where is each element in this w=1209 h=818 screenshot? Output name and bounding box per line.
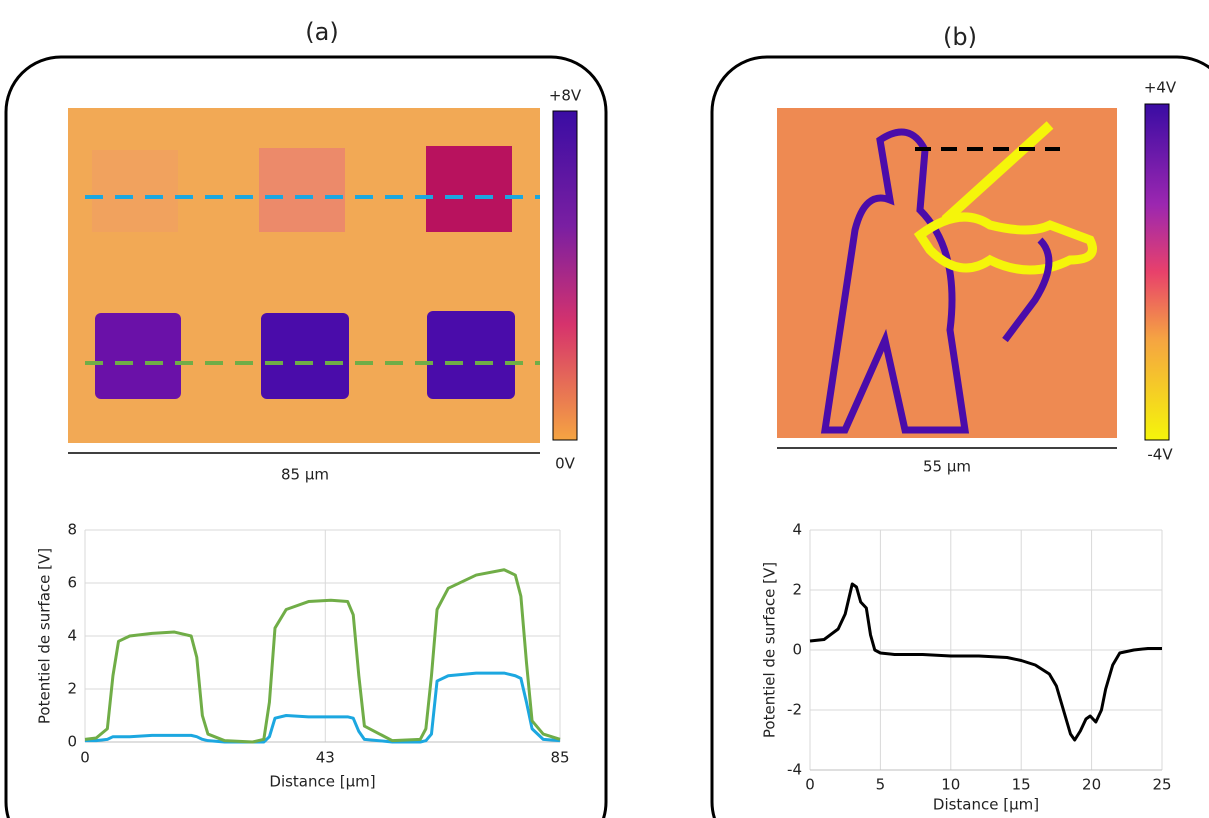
panel-label: (a) bbox=[305, 18, 338, 46]
x-tick-label: 0 bbox=[805, 776, 815, 794]
colorbar-min-label: 0V bbox=[555, 455, 576, 473]
scale-bar-label: 85 µm bbox=[281, 466, 329, 484]
panel-b-frame bbox=[710, 55, 1209, 818]
y-tick-label: -4 bbox=[787, 761, 802, 779]
x-tick-label: 25 bbox=[1152, 776, 1171, 794]
panel-a-frame bbox=[4, 55, 608, 818]
y-axis-label: Potentiel de surface [V] bbox=[761, 562, 779, 738]
x-axis-label: Distance [µm] bbox=[269, 773, 375, 791]
x-tick-label: 43 bbox=[316, 749, 335, 767]
x-tick-label: 85 bbox=[550, 749, 569, 767]
y-tick-label: 8 bbox=[67, 521, 77, 539]
y-tick-label: -2 bbox=[787, 701, 802, 719]
x-tick-label: 20 bbox=[1082, 776, 1101, 794]
x-tick-label: 5 bbox=[876, 776, 886, 794]
y-tick-label: 0 bbox=[792, 641, 802, 659]
y-tick-label: 2 bbox=[792, 581, 802, 599]
panel-label: (b) bbox=[943, 23, 977, 51]
data-line bbox=[85, 671, 561, 744]
data-line bbox=[84, 568, 561, 744]
data-line bbox=[809, 582, 1162, 742]
y-tick-label: 4 bbox=[67, 627, 77, 645]
x-tick-label: 0 bbox=[80, 749, 90, 767]
scale-bar-label: 55 µm bbox=[923, 458, 971, 476]
colorbar-min-label: -4V bbox=[1147, 446, 1173, 464]
y-axis-label: Potentiel de surface [V] bbox=[36, 548, 54, 724]
colorbar-max-label: +8V bbox=[549, 87, 582, 105]
x-tick-label: 15 bbox=[1012, 776, 1031, 794]
colorbar-max-label: +4V bbox=[1144, 79, 1177, 97]
y-tick-label: 2 bbox=[67, 680, 77, 698]
x-axis-label: Distance [µm] bbox=[933, 796, 1039, 814]
y-tick-label: 0 bbox=[67, 733, 77, 751]
x-tick-label: 10 bbox=[941, 776, 960, 794]
y-tick-label: 6 bbox=[67, 574, 77, 592]
y-tick-label: 4 bbox=[792, 521, 802, 539]
